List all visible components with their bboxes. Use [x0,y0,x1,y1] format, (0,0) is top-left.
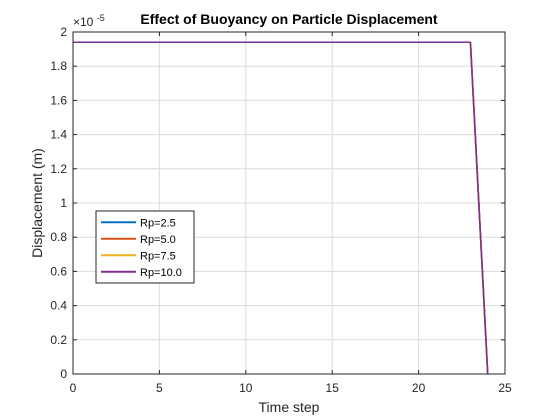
y-tick-label: 1.4 [50,128,67,142]
y-axis-exponent-base: ×10 [73,15,94,29]
x-tick-label: 15 [326,381,340,395]
x-tick-label: 20 [412,381,426,395]
legend-label: Rp=10.0 [140,267,182,279]
x-tick-label: 10 [239,381,253,395]
y-axis-exponent-power: -5 [97,13,105,23]
chart-title: Effect of Buoyancy on Particle Displacem… [140,11,438,27]
grid-lines [73,32,505,374]
y-tick-label: 0.8 [50,230,67,244]
y-tick-label: 0 [60,367,67,381]
legend-label: Rp=2.5 [140,217,176,229]
legend-label: Rp=5.0 [140,234,176,246]
y-axis-label: Displacement (m) [29,148,45,258]
y-tick-label: 0.4 [50,299,67,313]
y-tick-label: 0.2 [50,333,67,347]
legend-label: Rp=7.5 [140,250,176,262]
y-tick-label: 1.2 [50,162,67,176]
legend: Rp=2.5 Rp=5.0 Rp=7.5 Rp=10.0 [95,210,195,284]
x-tick-label: 0 [70,381,77,395]
series-line [73,41,489,375]
axis-ticks: 0 5 10 15 20 25 0 0.2 0.4 0.6 0.8 1 1.2 1.4 1.6 1.8 2 [50,25,512,395]
y-tick-label: 1.8 [50,59,67,73]
series-lines [73,41,489,375]
y-tick-label: 1 [60,196,67,210]
y-axis-exponent: ×10 -5 [73,13,105,29]
x-tick-label: 25 [498,381,512,395]
y-tick-label: 2 [60,25,67,39]
y-tick-label: 0.6 [50,264,67,278]
x-axis-label: Time step [259,399,320,415]
y-tick-label: 1.6 [50,93,67,107]
x-tick-label: 5 [156,381,163,395]
